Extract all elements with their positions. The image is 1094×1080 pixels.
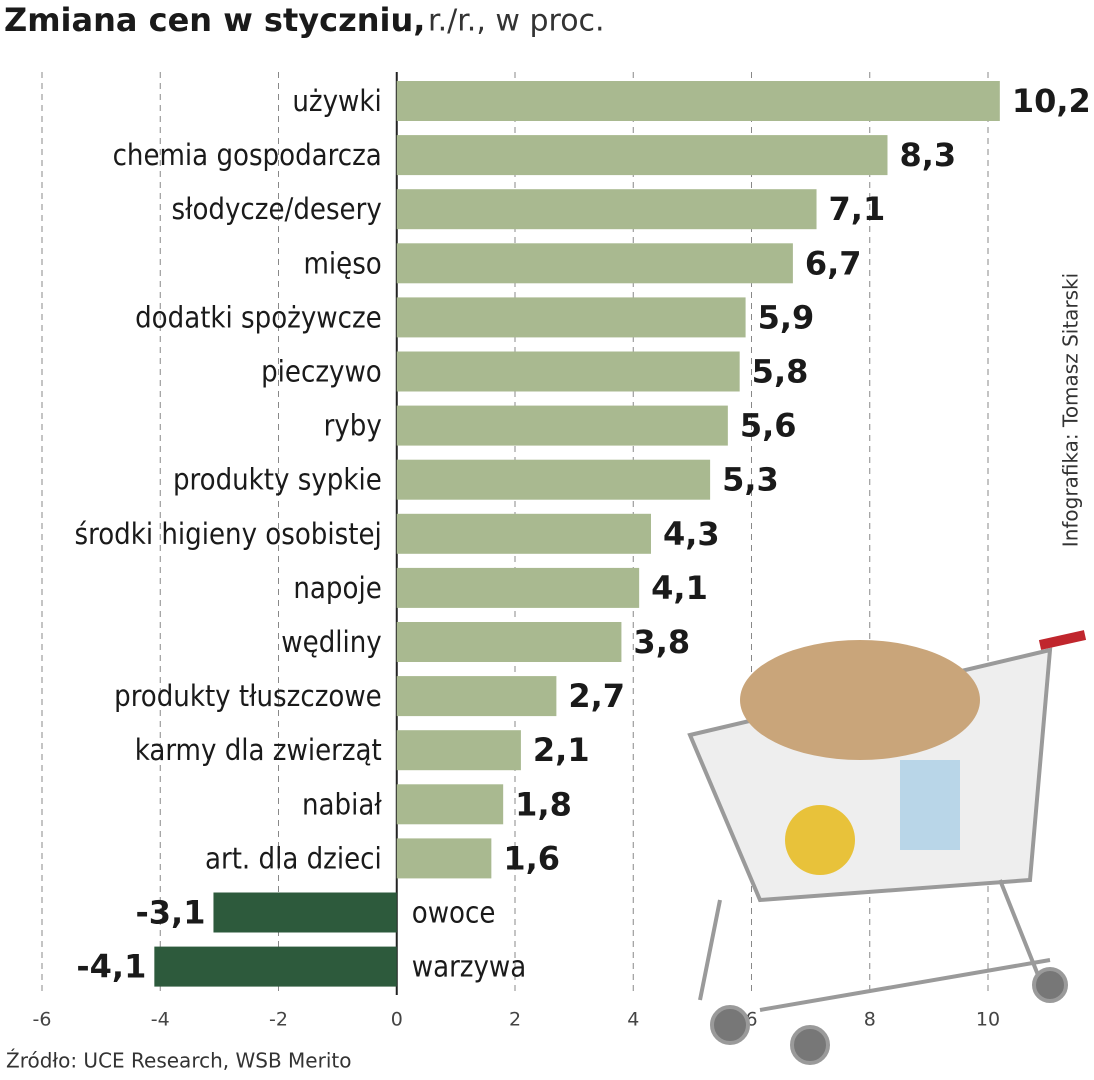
category-label: warzywa	[412, 950, 527, 984]
value-label: -3,1	[135, 894, 205, 932]
bar	[213, 892, 397, 933]
x-tick-label: 10	[976, 1009, 1000, 1031]
category-label: napoje	[293, 571, 381, 605]
bar	[154, 946, 397, 987]
value-label: 5,6	[740, 407, 797, 445]
value-label: -4,1	[76, 948, 146, 986]
category-label: mięso	[303, 246, 381, 280]
chart-title: Zmiana cen w styczniu,	[4, 1, 425, 39]
value-label: 7,1	[829, 190, 886, 228]
x-tick-label: 4	[627, 1009, 639, 1031]
x-tick-label: -2	[269, 1009, 288, 1031]
bar	[396, 567, 640, 608]
bar	[396, 676, 557, 717]
value-label: 8,3	[899, 136, 956, 174]
value-label: 2,7	[568, 677, 625, 715]
category-label: chemia gospodarcza	[113, 138, 382, 172]
value-label: 1,6	[503, 839, 560, 877]
x-tick-label: 0	[391, 1009, 403, 1031]
value-label: 5,8	[752, 353, 809, 391]
category-label: dodatki spożywcze	[135, 300, 382, 334]
bar	[396, 784, 504, 825]
category-label: środki higieny osobistej	[75, 517, 382, 551]
value-label: 1,8	[515, 785, 572, 823]
value-label: 3,8	[633, 623, 690, 661]
source: Źródło: UCE Research, WSB Merito	[6, 1049, 351, 1073]
category-label: owoce	[412, 896, 496, 930]
bar	[396, 459, 711, 500]
category-label: pieczywo	[261, 355, 382, 389]
category-label: nabiał	[302, 787, 382, 821]
bar	[396, 81, 1000, 121]
value-label: 2,1	[533, 731, 590, 769]
bar	[396, 297, 746, 338]
bar	[396, 135, 888, 176]
x-tick-label: -4	[151, 1009, 170, 1031]
bar	[396, 405, 728, 446]
value-label: 5,3	[722, 461, 779, 499]
chart-subtitle: r./r., w proc.	[428, 4, 605, 39]
bar	[396, 243, 793, 284]
value-label: 5,9	[758, 298, 815, 336]
value-label: 4,1	[651, 569, 708, 607]
value-label: 4,3	[663, 515, 720, 553]
bar	[396, 351, 740, 392]
category-label: produkty sypkie	[173, 463, 382, 497]
x-tick-label: 8	[864, 1009, 876, 1031]
category-label: karmy dla zwierząt	[135, 733, 382, 767]
credit: Infografika: Tomasz Sitarski	[1059, 273, 1083, 547]
value-label: 6,7	[805, 244, 862, 282]
category-label: używki	[292, 84, 381, 118]
x-tick-label: 2	[509, 1009, 521, 1031]
bar	[396, 513, 651, 554]
value-label: 10,2	[1012, 82, 1091, 120]
category-label: wędliny	[281, 625, 381, 659]
bar	[396, 622, 622, 662]
bar	[396, 838, 492, 879]
bar	[396, 730, 521, 771]
bar	[396, 189, 817, 230]
x-tick-label: -6	[33, 1009, 52, 1031]
category-label: art. dla dzieci	[205, 841, 382, 875]
category-label: słodycze/desery	[171, 192, 381, 226]
cart-illustration	[687, 630, 1087, 1065]
category-label: ryby	[324, 409, 382, 443]
category-label: produkty tłuszczowe	[114, 679, 382, 713]
